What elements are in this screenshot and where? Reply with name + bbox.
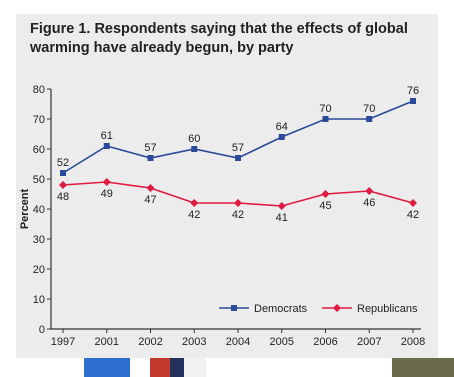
y-tick-label: 30 [33,234,45,246]
data-label: 42 [188,209,200,221]
y-tick-label: 80 [33,84,45,96]
legend-marker [333,304,341,312]
data-point [322,116,329,122]
data-point [235,155,241,161]
data-label: 76 [407,85,419,97]
data-point [146,184,155,192]
data-label: 52 [57,157,69,169]
x-tick-label: 2005 [270,336,294,348]
x-tick-label: 1997 [51,336,75,348]
data-label: 61 [101,130,113,142]
line-chart: 0 10 20 30 40 50 60 70 80 Percent 1997 2001 2002 2003… [19,84,425,348]
y-tick-label: 70 [33,114,45,126]
data-point [103,143,110,149]
x-tick-label: 2007 [357,336,381,348]
data-label: 46 [363,197,375,209]
legend-marker [231,305,237,311]
y-tick-label: 10 [33,294,45,306]
x-tick-label: 2008 [401,336,425,348]
data-point [321,190,330,198]
data-point [277,202,286,210]
data-label: 42 [407,209,419,221]
figure-title: Figure 1. Respondents saying that the ef… [30,21,408,56]
data-point [409,199,417,207]
data-label: 47 [144,194,156,206]
y-tick-label: 0 [39,324,45,336]
y-tick-label: 60 [33,144,45,156]
data-label: 48 [57,191,69,203]
data-label: 57 [144,142,156,154]
data-label: 42 [232,209,244,221]
data-point [190,199,199,207]
data-point [365,187,374,195]
x-tick-label: 2001 [95,336,119,348]
y-axis-title: Percent [19,188,31,229]
data-point [59,181,67,189]
data-label: 41 [276,212,288,224]
legend-label: Democrats [254,303,308,315]
data-point [234,199,242,207]
data-point [410,98,416,104]
data-point [147,155,154,161]
data-point [102,178,111,186]
y-tick-label: 40 [33,204,45,216]
y-tick-label: 20 [33,264,45,276]
data-label: 57 [232,142,244,154]
data-point [60,170,66,176]
data-point [278,134,285,140]
legend-label: Republicans [357,303,418,315]
data-point [366,116,373,122]
data-label: 64 [276,121,288,133]
cropped-image-strip [0,358,454,377]
data-point [191,146,198,152]
x-tick-label: 2004 [226,336,250,348]
data-label: 49 [101,188,113,200]
figure-panel: Figure 1. Respondents saying that the ef… [16,14,438,358]
series-line-democrats [62,100,414,174]
data-label: 70 [319,103,331,115]
data-label: 45 [319,200,331,212]
x-tick-label: 2003 [182,336,206,348]
y-tick-label: 50 [33,174,45,186]
x-tick-label: 2006 [313,336,337,348]
data-label: 60 [188,133,200,145]
data-label: 70 [363,103,375,115]
x-tick-label: 2002 [138,336,162,348]
